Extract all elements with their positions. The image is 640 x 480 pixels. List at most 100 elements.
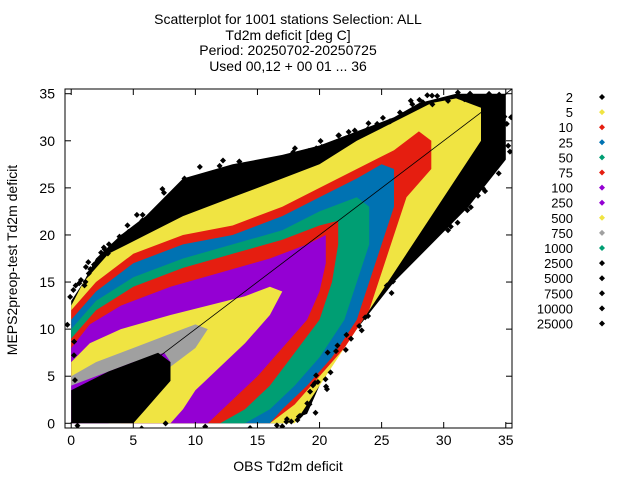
outlier-point (144, 216, 151, 223)
outlier-point (503, 120, 510, 127)
outlier-point (402, 259, 409, 266)
outlier-point (236, 158, 243, 165)
outlier-point (104, 250, 111, 257)
outlier-point (216, 162, 223, 169)
outlier-point (322, 376, 329, 383)
outlier-point (474, 192, 481, 199)
outlier-point (295, 413, 302, 420)
y-tick-label: 0 (47, 415, 55, 431)
legend-marker (599, 305, 605, 312)
outlier-point (323, 386, 330, 393)
outlier-point (124, 222, 131, 229)
outlier-point (343, 331, 350, 338)
y-tick-label: 15 (39, 274, 55, 290)
outlier-point (133, 211, 140, 218)
x-tick-label: 25 (374, 432, 390, 448)
outlier-point (334, 342, 341, 349)
y-tick-label: 25 (39, 180, 55, 196)
outlier-point (453, 208, 460, 215)
legend-marker (599, 154, 605, 161)
outlier-point (85, 259, 92, 266)
outlier-point (247, 425, 254, 428)
y-tick-label: 20 (39, 227, 55, 243)
outlier-point (138, 425, 145, 428)
outlier-point (387, 118, 394, 125)
legend-label: 750 (551, 226, 573, 241)
legend-label: 10000 (537, 301, 573, 316)
outlier-point (495, 170, 502, 177)
title-line-4: Used 00,12 + 00 01 ... 36 (209, 58, 367, 74)
y-tick-label: 30 (39, 133, 55, 149)
outlier-point (335, 132, 342, 139)
outlier-point (332, 348, 339, 355)
x-tick-label: 15 (250, 432, 266, 448)
outlier-points (65, 89, 512, 428)
legend-label: 2 (566, 90, 573, 105)
outlier-point (290, 149, 297, 156)
outlier-point (406, 254, 413, 261)
outlier-point (125, 228, 132, 235)
legend-marker (599, 109, 605, 116)
title-line-1: Scatterplot for 1001 stations Selection:… (154, 11, 422, 27)
outlier-point (445, 97, 452, 104)
outlier-point (71, 394, 78, 401)
y-axis-title: MEPS2preop-test Td2m deficit (4, 165, 20, 355)
outlier-point (269, 160, 276, 167)
outlier-point (342, 135, 349, 142)
legend-label: 5000 (544, 271, 573, 286)
outlier-point (467, 204, 474, 211)
x-tick-label: 20 (312, 432, 328, 448)
outlier-point (273, 422, 280, 428)
legend-marker (599, 94, 605, 100)
legend-marker (599, 229, 605, 236)
outlier-point (77, 276, 84, 283)
outlier-point (395, 270, 402, 277)
x-axis-title: OBS Td2m deficit (233, 458, 343, 474)
legend-label: 75 (559, 166, 573, 181)
outlier-point (87, 266, 94, 273)
title-line-3: Period: 20250702-20250725 (199, 42, 377, 58)
legend-marker (599, 139, 605, 146)
outlier-point (326, 143, 333, 150)
outlier-point (312, 409, 319, 416)
outlier-point (202, 423, 209, 428)
outlier-point (313, 145, 320, 152)
outlier-point (461, 96, 468, 103)
outlier-point (71, 377, 78, 384)
outlier-point (260, 158, 267, 165)
outlier-point (358, 327, 365, 334)
outlier-point (74, 422, 81, 428)
outlier-point (241, 164, 248, 171)
outlier-point (65, 321, 71, 328)
legend-marker (599, 169, 605, 176)
outlier-point (505, 142, 512, 149)
outlier-point (283, 416, 290, 423)
outlier-point (365, 120, 372, 127)
outlier-point (447, 223, 454, 230)
outlier-point (309, 382, 316, 389)
outlier-point (364, 125, 371, 132)
outlier-point (454, 219, 461, 226)
legend-marker (599, 290, 605, 297)
legend-marker (599, 184, 605, 191)
outlier-point (306, 401, 313, 408)
legend-marker (599, 214, 605, 221)
outlier-point (196, 163, 203, 170)
outlier-point (383, 282, 390, 289)
outlier-point (348, 335, 355, 342)
y-tick-label: 5 (47, 368, 55, 384)
y-tick-label: 10 (39, 321, 55, 337)
outlier-point (434, 93, 441, 100)
legend-label: 500 (551, 211, 573, 226)
outlier-point (486, 90, 493, 97)
outlier-point (197, 175, 204, 182)
outlier-point (81, 282, 88, 289)
outlier-point (496, 91, 503, 98)
outlier-point (279, 423, 286, 428)
legend-label: 7500 (544, 286, 573, 301)
x-tick-label: 30 (436, 432, 452, 448)
outlier-point (351, 127, 358, 134)
outlier-point (396, 109, 403, 116)
legend-marker (599, 199, 605, 206)
outlier-point (506, 148, 512, 155)
